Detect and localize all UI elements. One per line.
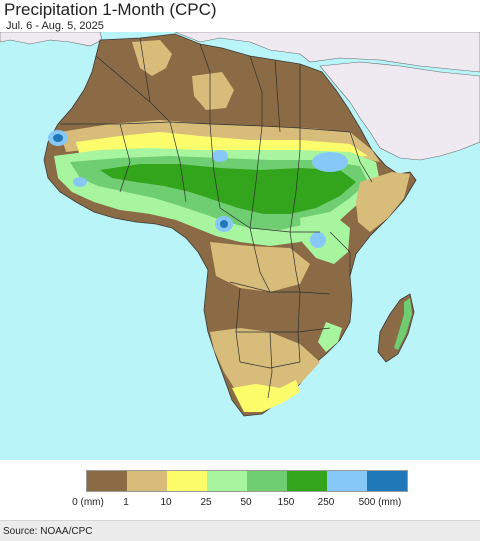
legend-swatch-0 xyxy=(87,471,127,491)
legend-swatch-5 xyxy=(287,471,327,491)
legend-colorbar xyxy=(86,470,408,492)
africa-map-svg xyxy=(0,32,480,460)
horn-light-area xyxy=(356,172,410,232)
legend-swatch-6 xyxy=(327,471,367,491)
source-credit: Source: NOAA/CPC xyxy=(3,526,93,537)
legend-label-6: 250 xyxy=(317,497,335,508)
legend-swatch-1 xyxy=(127,471,167,491)
arabia-landmass xyxy=(319,61,480,161)
rain-spot-cameroon-core xyxy=(220,220,228,228)
legend-swatch-4 xyxy=(247,471,287,491)
europe-east-landmass xyxy=(174,32,480,73)
legend-label-2: 10 xyxy=(160,497,172,508)
rain-spot-sudan xyxy=(312,152,348,172)
rain-belt-very-heavy xyxy=(100,164,356,214)
legend-label-5: 150 xyxy=(277,497,295,508)
precipitation-map xyxy=(0,32,480,460)
legend-label-3: 25 xyxy=(200,497,212,508)
map-title: Precipitation 1-Month (CPC) xyxy=(4,0,217,19)
legend-label-1: 1 xyxy=(123,497,129,508)
country-borders xyxy=(60,37,373,399)
mozambique-green xyxy=(318,322,342,352)
sahara-patch-central xyxy=(192,72,234,110)
lake-victoria xyxy=(310,232,326,248)
map-subtitle: Jul. 6 - Aug. 5, 2025 xyxy=(6,20,104,32)
rain-spot-guinea xyxy=(73,177,87,187)
legend-label-4: 50 xyxy=(240,497,252,508)
legend: 0 (mm) 1 10 25 50 150 250 500 (mm) xyxy=(0,460,480,520)
legend-swatch-2 xyxy=(167,471,207,491)
rain-spot-chad xyxy=(212,150,228,162)
europe-landmass xyxy=(0,32,103,47)
footer: Source: NOAA/CPC xyxy=(0,520,480,541)
legend-swatch-3 xyxy=(207,471,247,491)
rain-spot-senegal-core xyxy=(53,134,63,142)
legend-label-7: 500 (mm) xyxy=(358,497,402,508)
south-africa-yellow xyxy=(232,380,300,412)
legend-swatch-7 xyxy=(367,471,407,491)
madagascar-east-green xyxy=(394,298,412,350)
legend-label-0: 0 (mm) xyxy=(72,497,104,508)
congo-basin-light xyxy=(210,242,310,292)
